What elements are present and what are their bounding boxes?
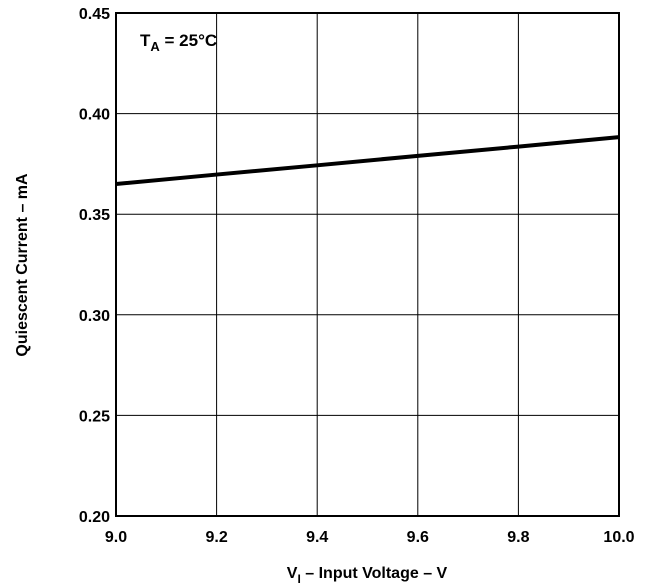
x-axis-title-rest: – Input Voltage – V bbox=[301, 565, 448, 582]
x-tick-label: 10.0 bbox=[603, 529, 634, 546]
x-axis-title: VI – Input Voltage – V bbox=[287, 565, 448, 586]
y-tick-label: 0.30 bbox=[79, 308, 110, 325]
series-group bbox=[115, 135, 620, 187]
grid bbox=[116, 13, 619, 516]
y-tick-label: 0.45 bbox=[79, 6, 110, 23]
y-tick-label: 0.35 bbox=[79, 207, 110, 224]
y-tick-label: 0.40 bbox=[79, 107, 110, 124]
y-tick-label: 0.25 bbox=[79, 408, 110, 425]
plot-frame bbox=[115, 12, 620, 517]
x-tick-label: 9.2 bbox=[205, 529, 227, 546]
annotation-main: T bbox=[140, 31, 151, 50]
x-axis-title-subscript: I bbox=[297, 572, 300, 586]
quiescent-current-line bbox=[115, 135, 620, 187]
temperature-annotation: TA = 25°C bbox=[140, 31, 217, 54]
y-axis-title: Quiescent Current – mA bbox=[14, 173, 31, 357]
x-tick-label: 9.4 bbox=[306, 529, 328, 546]
y-tick-label: 0.20 bbox=[79, 509, 110, 526]
y-tick-labels: 0.20 0.25 0.30 0.35 0.40 0.45 bbox=[79, 6, 110, 526]
x-tick-label: 9.6 bbox=[407, 529, 429, 546]
x-tick-label: 9.0 bbox=[105, 529, 127, 546]
x-tick-labels: 9.0 9.2 9.4 9.6 9.8 10.0 bbox=[105, 529, 635, 546]
annotation-subscript: A bbox=[150, 39, 160, 54]
annotation-rest: = 25°C bbox=[160, 31, 217, 50]
x-axis-title-main: V bbox=[287, 565, 298, 582]
x-tick-label: 9.8 bbox=[507, 529, 529, 546]
